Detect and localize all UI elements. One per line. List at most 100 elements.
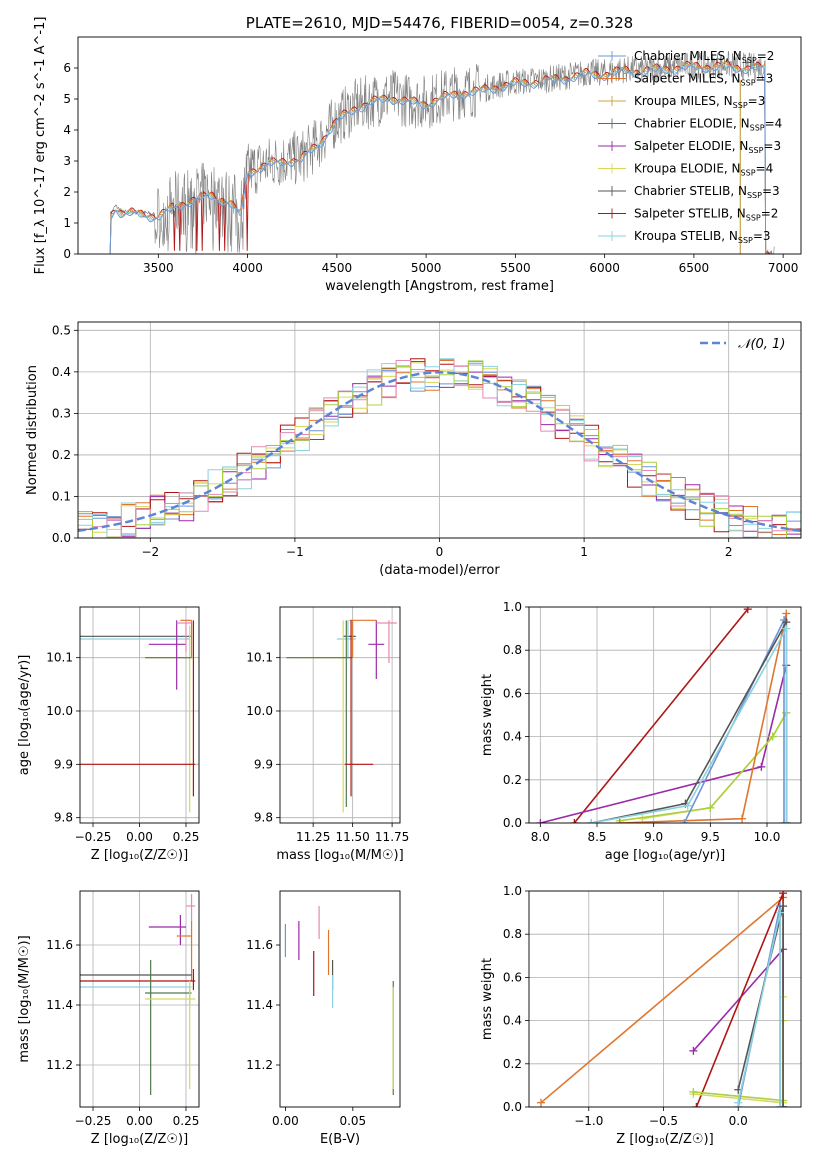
y-tick-label: 3	[63, 154, 71, 168]
plot-content	[536, 891, 788, 1107]
chart-age-vs-Z: −0.25 0.00 0.25 9.8 9.9 10.0 10.1 Z [log₁₀(Z/Z☉…	[17, 606, 200, 863]
legend-entry: Salpeter ELODIE, NSSP=3	[598, 139, 781, 155]
plus-marker	[680, 819, 689, 823]
legend-label: Chabrier STELIB, NSSP=3	[634, 184, 780, 200]
legend-entry: Chabrier STELIB, NSSP=3	[598, 184, 780, 200]
x-axis-label: Z [log₁₀(Z/Z☉)]	[91, 1132, 188, 1147]
errorbar-point	[349, 619, 377, 658]
plus-marker	[776, 1103, 785, 1107]
y-tick-label: 11.2	[46, 1058, 73, 1072]
errorbar-point	[376, 620, 397, 663]
chart-mass-vs-Z: −0.25 0.00 0.25 11.2 11.4 11.6 Z [log₁₀(Z/Z☉)]…	[17, 890, 200, 1147]
plus-marker	[779, 1103, 788, 1107]
chart-spectrum: 3500 4000 4500 5000 5500 6000 6500 7000 0 1 2 3 4 5 6 w…	[33, 14, 802, 294]
y-tick-label: 0	[63, 247, 71, 261]
y-tick-label: 0.0	[503, 1100, 522, 1114]
plus-marker	[734, 1098, 743, 1107]
plot-area	[280, 607, 400, 823]
y-axis-label: age [log₁₀(age/yr)]	[17, 655, 32, 776]
chart-mass-vs-ebv: 0.00 0.05 11.2 11.4 11.6 E(B-V)	[246, 890, 401, 1147]
mass-weight-line	[619, 712, 787, 822]
legend-entry: 𝒩(0, 1)	[700, 337, 785, 352]
x-axis-label: mass [log₁₀(M/M☉)]	[276, 848, 403, 863]
y-tick-label: 9.8	[54, 811, 73, 825]
legend-entry: Kroupa MILES, NSSP=3	[598, 94, 765, 110]
x-axis-label: wavelength [Angstrom, rest frame]	[325, 279, 554, 294]
plus-marker	[782, 609, 791, 618]
x-tick-label: 6000	[589, 261, 620, 275]
plot-content	[536, 607, 791, 823]
plus-marker	[689, 1046, 698, 1055]
model-spectrum	[109, 64, 775, 254]
plot-area	[529, 891, 801, 1107]
y-axis-label: Flux [f_λ 10^-17 erg cm^-2 s^-1 A^-1]	[33, 17, 48, 275]
legend-entry: Kroupa STELIB, NSSP=3	[598, 229, 771, 245]
x-tick-label: 0.25	[173, 830, 200, 844]
x-tick-label: −0.5	[649, 1114, 678, 1128]
model-spectrum	[109, 61, 775, 254]
plus-marker	[689, 1087, 698, 1096]
y-tick-label: 10.1	[246, 651, 273, 665]
y-tick-label: 0.0	[52, 531, 71, 545]
x-axis-label: Z [log₁₀(Z/Z☉)]	[91, 848, 188, 863]
y-tick-label: 11.4	[246, 998, 273, 1012]
x-tick-label: 8.0	[531, 830, 550, 844]
y-tick-label: 1.0	[503, 600, 522, 614]
y-tick-label: 10.0	[246, 704, 273, 718]
errorbar-point	[185, 894, 196, 921]
x-tick-label: 0.00	[126, 830, 153, 844]
x-tick-label: 0.25	[173, 1114, 200, 1128]
plus-marker	[768, 732, 777, 741]
gaussian-curve	[78, 371, 801, 532]
x-tick-label: 9.0	[644, 830, 663, 844]
plus-marker	[692, 1103, 701, 1107]
errorbar-point	[176, 620, 192, 653]
legend-entry: Kroupa ELODIE, NSSP=4	[598, 162, 773, 178]
y-tick-label: 11.2	[246, 1058, 273, 1072]
x-tick-label: −2	[141, 545, 159, 559]
x-tick-label: 11.50	[335, 830, 369, 844]
plot-content	[286, 619, 397, 813]
y-tick-label: 9.9	[54, 757, 73, 771]
x-tick-label: 0.0	[729, 1114, 748, 1128]
y-tick-label: 6	[63, 61, 71, 75]
x-axis-label: (data-model)/error	[379, 563, 500, 578]
y-tick-label: 4	[63, 123, 71, 137]
y-tick-label: 0.6	[503, 686, 522, 700]
chart-residuals: −2 −1 0 1 2 0.0 0.1 0.2 0.3 0.4 0.5 (data-model)/er…	[25, 321, 802, 578]
x-tick-label: 5000	[411, 261, 442, 275]
legend-entry: Chabrier MILES, NSSP=2	[598, 49, 774, 65]
y-tick-label: 0.2	[503, 1057, 522, 1071]
legend-entry: Salpeter MILES, NSSP=3	[598, 72, 773, 88]
chart-mass-weight-vs-age: 8.0 8.5 9.0 9.5 10.0 0.0 0.2 0.4 0.6 0.8 1.0 age [l…	[480, 600, 802, 863]
x-tick-label: 0.00	[126, 1114, 153, 1128]
y-tick-label: 0.8	[503, 643, 522, 657]
x-tick-label: 4500	[322, 261, 353, 275]
axes-frame	[79, 606, 200, 824]
x-tick-label: 2	[725, 545, 733, 559]
errorbar-point	[148, 915, 186, 945]
plus-marker	[536, 819, 545, 823]
y-tick-label: 0.2	[503, 773, 522, 787]
y-tick-label: 5	[63, 92, 71, 106]
y-tick-label: 11.4	[46, 998, 73, 1012]
y-tick-label: 9.9	[254, 757, 273, 771]
x-tick-label: 4000	[232, 261, 263, 275]
axes-frame	[79, 890, 200, 1108]
plot-area	[78, 37, 801, 254]
x-tick-label: 8.5	[587, 830, 606, 844]
residual-histogram	[78, 360, 801, 538]
plus-marker	[743, 607, 752, 614]
y-tick-label: 0.3	[52, 406, 71, 420]
plus-marker	[776, 908, 785, 917]
errorbar-point	[368, 620, 385, 679]
plot-content	[109, 50, 775, 254]
x-tick-label: 10.0	[754, 830, 781, 844]
y-tick-label: 9.8	[254, 811, 273, 825]
errorbar-point	[344, 620, 374, 797]
plus-marker	[779, 891, 788, 898]
y-tick-label: 0.6	[503, 970, 522, 984]
errorbar-point	[176, 921, 193, 981]
x-tick-label: 0.05	[339, 1114, 366, 1128]
